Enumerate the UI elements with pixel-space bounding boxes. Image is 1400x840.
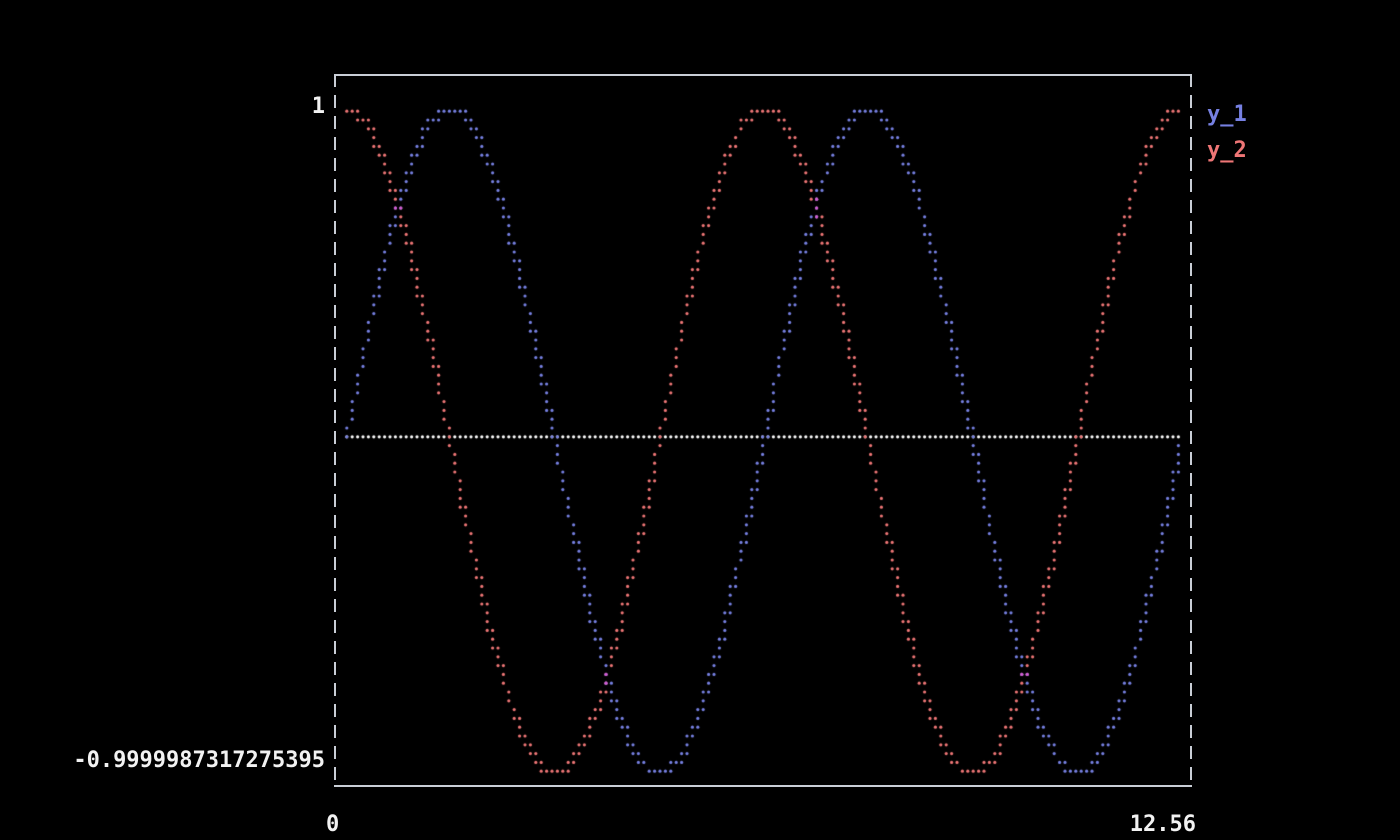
- legend: y_1 y_2: [1207, 97, 1247, 169]
- plot-frame-bottom: [334, 785, 1192, 787]
- plot-frame-right: [1190, 74, 1192, 787]
- chart-canvas: [336, 76, 1191, 786]
- legend-item-y2: y_2: [1207, 138, 1247, 163]
- x-axis-min-label: 0: [326, 812, 340, 837]
- plot-frame-top: [334, 74, 1192, 76]
- y-axis-max-label: 1: [311, 94, 325, 119]
- plot-frame-left: [334, 74, 336, 787]
- x-axis-max-label: 12.56: [1129, 812, 1196, 837]
- y-axis-min-label: -0.9999987317275395: [73, 748, 325, 773]
- legend-item-y1: y_1: [1207, 102, 1247, 127]
